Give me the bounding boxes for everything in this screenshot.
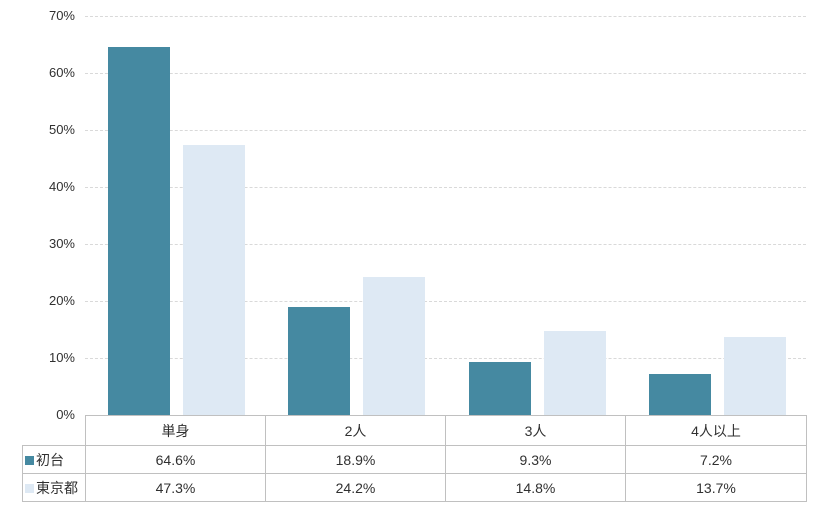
gridline bbox=[85, 358, 806, 359]
table-header-row: 単身 2人 3人 4人以上 bbox=[23, 415, 807, 446]
bar-series1-cat1 bbox=[363, 277, 425, 415]
value-cell-series1-cat2: 14.8% bbox=[445, 473, 626, 502]
category-header-cell-0: 単身 bbox=[85, 415, 266, 446]
bar-series0-cat3 bbox=[649, 374, 711, 415]
y-axis-tick-label: 60% bbox=[48, 65, 75, 80]
value-cell-series0-cat0: 64.6% bbox=[85, 445, 266, 474]
legend-swatch-icon bbox=[25, 483, 34, 493]
legend-cell-1: 東京都 bbox=[22, 473, 86, 502]
bar-series0-cat0 bbox=[108, 47, 170, 415]
y-axis-tick-label: 0% bbox=[56, 407, 75, 422]
gridline bbox=[85, 301, 806, 302]
y-axis-tick-label: 30% bbox=[48, 236, 75, 251]
table-series-row-0: 初台 64.6% 18.9% 9.3% 7.2% bbox=[22, 445, 807, 474]
value-cell-series1-cat3: 13.7% bbox=[625, 473, 807, 502]
series-name: 東京都 bbox=[36, 479, 78, 496]
chart-data-table: 単身 2人 3人 4人以上初台 64.6% 18.9% 9.3% 7.2% 東京都 47.3% 24… bbox=[22, 415, 807, 502]
y-axis-tick-label: 70% bbox=[48, 8, 75, 23]
y-axis-tick-label: 50% bbox=[48, 122, 75, 137]
gridline bbox=[85, 244, 806, 245]
table-series-row-1: 東京都 47.3% 24.2% 14.8% 13.7% bbox=[22, 473, 807, 502]
legend-cell-0: 初台 bbox=[22, 445, 86, 474]
value-cell-series0-cat3: 7.2% bbox=[625, 445, 807, 474]
gridline bbox=[85, 73, 806, 74]
bar-series0-cat2 bbox=[469, 362, 531, 415]
table-corner-cell bbox=[23, 416, 86, 446]
series-name: 初台 bbox=[36, 451, 64, 468]
bar-series0-cat1 bbox=[288, 307, 350, 415]
y-axis-tick-label: 40% bbox=[48, 179, 75, 194]
y-axis-tick-label: 10% bbox=[48, 350, 75, 365]
bar-series1-cat0 bbox=[183, 145, 245, 415]
gridline bbox=[85, 130, 806, 131]
value-cell-series1-cat1: 24.2% bbox=[265, 473, 446, 502]
value-cell-series0-cat1: 18.9% bbox=[265, 445, 446, 474]
bar-series1-cat2 bbox=[544, 331, 606, 415]
legend-swatch-icon bbox=[25, 455, 34, 465]
plot-area bbox=[85, 16, 806, 415]
y-axis-tick-label: 20% bbox=[48, 293, 75, 308]
category-header-cell-3: 4人以上 bbox=[625, 415, 807, 446]
bar-series1-cat3 bbox=[724, 337, 786, 415]
category-header-cell-2: 3人 bbox=[445, 415, 626, 446]
category-header-cell-1: 2人 bbox=[265, 415, 446, 446]
gridline bbox=[85, 187, 806, 188]
value-cell-series0-cat2: 9.3% bbox=[445, 445, 626, 474]
value-cell-series1-cat0: 47.3% bbox=[85, 473, 266, 502]
gridline bbox=[85, 16, 806, 17]
